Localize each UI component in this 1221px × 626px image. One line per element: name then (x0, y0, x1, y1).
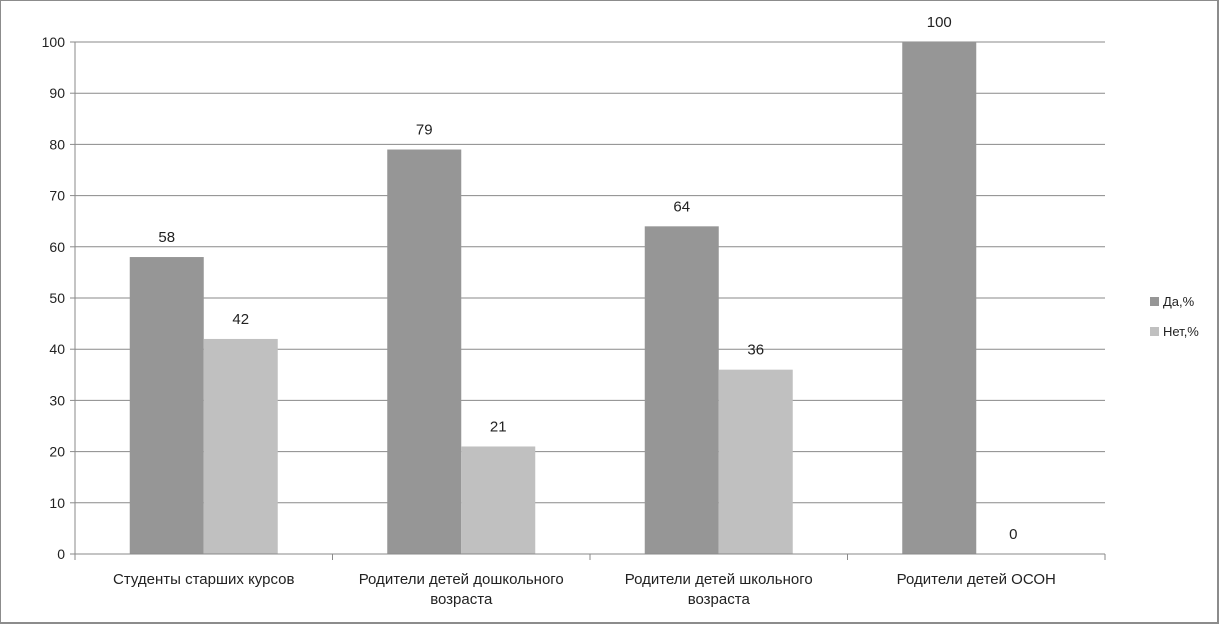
x-category-label: Родители детей ОСОН (897, 571, 1056, 588)
data-label: 58 (158, 229, 175, 246)
y-tick-label: 60 (49, 239, 65, 255)
legend: Да,% Нет,% (1150, 294, 1199, 339)
legend-label: Нет,% (1163, 324, 1199, 339)
bar-net (203, 338, 278, 554)
data-label: 79 (416, 122, 433, 139)
x-category-label: Родители детей школьного возраста (625, 571, 813, 608)
axes (74, 42, 1106, 560)
bar-net (718, 369, 793, 554)
data-label: 42 (232, 311, 249, 328)
legend-label: Да,% (1163, 294, 1195, 309)
y-tick-label: 40 (49, 341, 65, 357)
y-tick-label: 30 (49, 392, 65, 408)
y-tick-label: 70 (49, 188, 65, 204)
data-label: 36 (747, 342, 764, 359)
bars (129, 42, 977, 554)
y-tick-label: 10 (49, 495, 65, 511)
y-tick-label: 0 (57, 546, 65, 562)
x-category-label: Студенты старших курсов (113, 571, 294, 588)
bar-da (387, 149, 462, 554)
x-axis-categories: Студенты старших курсов Родители детей до… (113, 571, 1056, 608)
y-tick-label: 80 (49, 136, 65, 152)
y-tick-label: 20 (49, 444, 65, 460)
data-label: 100 (927, 14, 952, 31)
data-label: 0 (1009, 526, 1017, 543)
y-tick-label: 50 (49, 290, 65, 306)
x-category-label: Родители детей дошкольного возраста (359, 571, 564, 608)
bar-da (129, 257, 204, 554)
legend-swatch (1150, 297, 1159, 306)
data-label: 64 (673, 198, 690, 215)
data-label: 21 (490, 418, 507, 435)
y-tick-label: 100 (42, 34, 66, 50)
bar-net (461, 446, 536, 554)
data-labels: 58 79 64 100 42 21 36 0 (158, 14, 1017, 543)
legend-swatch (1150, 327, 1159, 336)
bar-da (902, 42, 977, 554)
y-tick-label: 90 (49, 85, 65, 101)
y-axis-ticks: 0 10 20 30 40 50 60 70 80 90 100 (42, 34, 75, 562)
bar-da (644, 226, 719, 554)
